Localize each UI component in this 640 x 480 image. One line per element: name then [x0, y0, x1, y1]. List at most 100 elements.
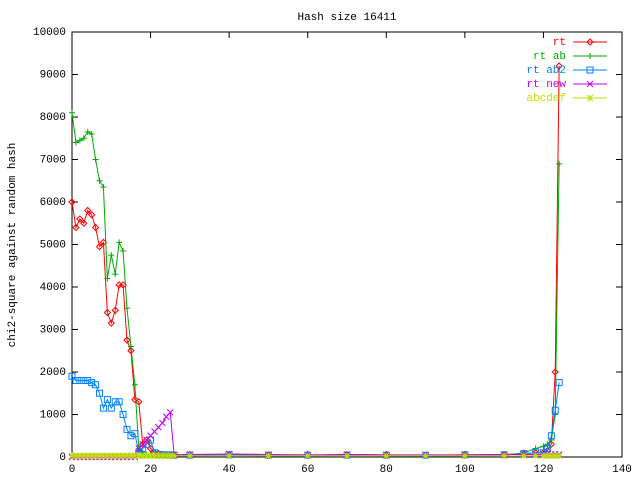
point-marker	[80, 452, 88, 460]
point-marker	[84, 452, 92, 460]
point-marker	[186, 452, 194, 460]
y-tick-label: 8000	[40, 112, 66, 124]
point-marker	[159, 419, 166, 427]
point-marker	[108, 252, 115, 259]
point-marker	[551, 368, 559, 376]
point-marker	[69, 109, 75, 116]
point-marker	[547, 452, 555, 460]
point-marker	[151, 452, 158, 460]
point-marker	[115, 398, 123, 406]
legend-marker	[586, 38, 594, 46]
point-marker	[104, 275, 111, 282]
point-marker	[103, 308, 112, 317]
point-marker	[92, 156, 99, 163]
point-marker	[123, 452, 131, 460]
point-marker	[68, 452, 76, 460]
point-marker	[92, 452, 99, 460]
point-marker	[551, 406, 559, 414]
point-marker	[304, 452, 312, 460]
x-tick-label: 120	[534, 464, 554, 476]
point-marker	[544, 452, 551, 460]
point-marker	[551, 452, 559, 460]
legend-marker	[587, 53, 593, 59]
point-marker	[540, 452, 547, 460]
y-tick-label: 5000	[40, 239, 66, 251]
point-marker	[103, 396, 111, 404]
point-marker	[127, 347, 135, 355]
point-marker	[162, 452, 170, 460]
point-marker	[139, 452, 147, 460]
point-marker	[556, 160, 563, 167]
legend-label: rt ab2	[526, 65, 566, 77]
point-marker	[107, 319, 115, 327]
point-marker	[111, 306, 119, 315]
point-marker	[382, 452, 390, 460]
legend-label: abcdef	[526, 93, 566, 105]
point-marker	[500, 452, 508, 460]
point-marker	[135, 398, 143, 406]
x-tick-label: 80	[380, 464, 393, 476]
point-marker	[87, 211, 96, 219]
x-tick-label: 60	[301, 464, 314, 476]
y-tick-label: 10000	[33, 27, 66, 39]
point-marker	[96, 389, 103, 397]
point-marker	[540, 443, 547, 450]
point-marker	[131, 452, 139, 460]
point-marker	[547, 432, 555, 440]
point-marker	[142, 436, 151, 444]
x-tick-label: 40	[223, 464, 236, 476]
point-marker	[68, 372, 76, 380]
point-marker	[225, 452, 233, 460]
point-marker	[135, 452, 143, 460]
legend-marker	[586, 94, 594, 102]
y-tick-label: 7000	[40, 154, 66, 166]
point-marker	[96, 452, 103, 460]
point-marker	[116, 239, 123, 246]
point-marker	[548, 437, 555, 443]
point-marker	[91, 223, 100, 232]
point-marker	[104, 452, 111, 460]
point-marker	[95, 242, 104, 251]
legend-label: rt ab	[533, 51, 566, 63]
point-marker	[143, 452, 150, 460]
point-marker	[166, 409, 174, 416]
point-marker	[111, 452, 119, 460]
point-marker	[131, 381, 138, 388]
point-marker	[112, 271, 119, 278]
legend-marker	[586, 66, 594, 74]
point-marker	[123, 336, 131, 344]
y-tick-label: 2000	[40, 367, 66, 379]
point-marker	[107, 452, 115, 460]
point-marker	[115, 452, 123, 460]
point-marker	[166, 452, 174, 460]
point-marker	[159, 452, 166, 460]
y-tick-label: 1000	[40, 409, 66, 421]
y-tick-label: 4000	[40, 282, 66, 294]
point-marker	[88, 131, 95, 137]
point-marker	[265, 452, 272, 460]
y-tick-label: 3000	[40, 324, 66, 336]
point-marker	[100, 452, 107, 460]
y-tick-label: 0	[59, 452, 66, 464]
point-marker	[96, 177, 103, 184]
point-marker	[343, 452, 351, 460]
chart-title: Hash size 16411	[297, 12, 396, 24]
x-tick-label: 100	[455, 464, 475, 476]
legend-label: rt	[553, 37, 566, 49]
point-marker	[422, 452, 429, 460]
point-marker	[532, 452, 539, 460]
point-marker	[119, 452, 127, 460]
y-axis-label: chi2-square against random hash	[7, 143, 19, 348]
y-tick-label: 6000	[40, 197, 66, 209]
point-marker	[124, 305, 130, 312]
point-marker	[84, 377, 92, 384]
legend-label: rt new	[526, 79, 566, 91]
point-marker	[461, 452, 469, 460]
point-marker	[80, 219, 88, 227]
point-marker	[99, 404, 107, 412]
point-marker	[131, 430, 139, 438]
point-marker	[555, 379, 563, 387]
point-marker	[76, 452, 84, 460]
point-marker	[532, 445, 539, 452]
point-marker	[88, 452, 95, 460]
